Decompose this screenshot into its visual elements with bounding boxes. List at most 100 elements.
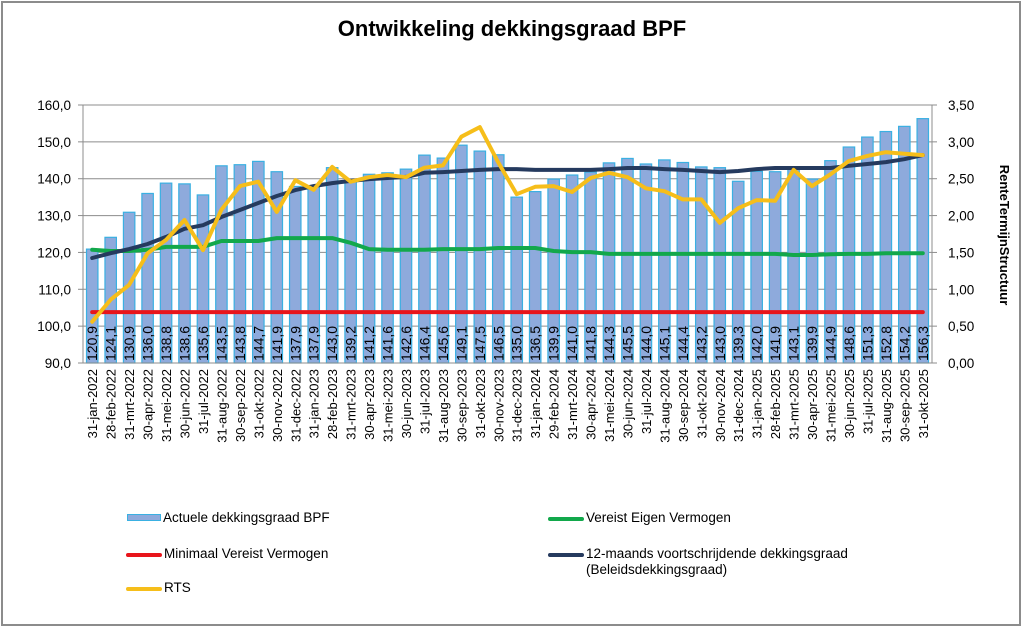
x-tick-label: 31-aug-2025: [879, 369, 894, 443]
x-tick-label: 31-dec-2023: [510, 369, 525, 442]
x-tick-label: 31-jul-2025: [860, 369, 875, 434]
bar-data-label: 145,1: [656, 326, 672, 361]
legend-swatch-line: [548, 517, 584, 521]
bar-data-label: 154,2: [896, 326, 912, 361]
bar-data-label: 136,5: [527, 326, 543, 361]
left-y-tick-label: 130,0: [37, 209, 71, 224]
bar-data-label: 146,5: [490, 326, 506, 361]
bar-data-label: 137,9: [287, 326, 303, 361]
legend-label: RTS: [164, 580, 191, 595]
right-y-tick-label: 1,00: [948, 282, 974, 297]
right-y-tick-labels: 0,00 0,50 1,00 1,50 2,00 2,50 3,00 3,50: [948, 98, 974, 371]
bar-data-label: 149,1: [453, 326, 469, 361]
x-tick-label: 30-jun-2022: [178, 369, 193, 438]
x-tick-label: 31-mrt-2022: [122, 369, 137, 440]
series-line-rts: [90, 125, 925, 324]
left-y-tick-label: 90,0: [45, 356, 71, 371]
bar-data-label: 142,0: [749, 326, 765, 361]
bar-data-label: 135,0: [509, 326, 525, 361]
right-y-tick-label: 3,50: [948, 98, 974, 113]
bar-data-label: 139,3: [730, 326, 746, 361]
right-y-tick-label: 2,00: [948, 209, 974, 224]
x-tick-label: 30-nov-2022: [270, 369, 285, 442]
x-tick-label: 30-apr-2025: [805, 369, 820, 440]
right-y-tick-label: 1,50: [948, 245, 974, 260]
bar-data-label: 144,4: [675, 326, 691, 361]
x-tick-label: 31-mrt-2023: [344, 369, 359, 440]
x-tick-label: 31-mrt-2024: [565, 369, 580, 440]
bar-data-label: 141,2: [361, 326, 377, 361]
x-tick-label: 30-apr-2024: [584, 369, 599, 440]
bar-data-label: 143,0: [324, 326, 340, 361]
bar-series: [85, 118, 930, 364]
x-tick-label: 31-dec-2024: [731, 369, 746, 442]
legend-item-rts: RTS: [126, 580, 191, 595]
bar-data-label: 139,9: [546, 326, 562, 361]
gridlines: [83, 104, 932, 327]
bar-data-label: 130,9: [121, 326, 137, 361]
legend-swatch-bar: [127, 514, 161, 521]
x-tick-label: 31-dec-2022: [288, 369, 303, 442]
x-tick-label: 30-apr-2022: [141, 369, 156, 440]
x-tick-label: 30-sep-2024: [676, 369, 691, 442]
x-tick-label: 28-feb-2025: [768, 369, 783, 439]
x-tick-label: 31-jul-2022: [196, 369, 211, 434]
x-tick-label: 30-jun-2025: [842, 369, 857, 438]
left-y-tick-label: 120,0: [37, 245, 71, 260]
right-y-tick-label: 0,50: [948, 319, 974, 334]
bar-data-label: 124,1: [103, 326, 119, 361]
x-tick-label: 31-jan-2024: [528, 369, 543, 438]
x-tick-label: 30-sep-2022: [233, 369, 248, 442]
bar-data-label: 151,3: [859, 326, 875, 361]
right-y-tick-label: 0,00: [948, 356, 974, 371]
left-y-tick-label: 100,0: [37, 319, 71, 334]
bar-data-label: 148,6: [841, 326, 857, 361]
x-tick-label: 31-okt-2024: [694, 369, 709, 438]
x-tick-label: 31-aug-2024: [657, 369, 672, 443]
right-y-tick-label: 3,00: [948, 135, 974, 150]
x-tick-label: 31-mei-2023: [381, 369, 396, 442]
bar-data-label: 144,9: [822, 326, 838, 361]
right-axis-label: RenteTermijnStructuur: [997, 165, 1012, 306]
x-tick-labels: 31-jan-2022 28-feb-2022 31-mrt-2022 30-apr-…: [85, 369, 931, 443]
legend-swatch-line: [548, 553, 584, 557]
x-tick-label: 28-feb-2022: [104, 369, 119, 439]
bar-data-label: 146,4: [416, 326, 432, 361]
bar-data-label: 152,8: [878, 326, 894, 361]
left-y-tick-labels: 90,0 100,0 110,0 120,0 130,0 140,0 150,0 160,0: [37, 98, 71, 371]
left-y-tick-label: 110,0: [38, 282, 71, 297]
bar-data-label: 145,6: [435, 326, 451, 361]
bar-data-label: 141,9: [269, 326, 285, 361]
bar-data-label: 143,0: [712, 326, 728, 361]
bar-data-label: 138,8: [158, 326, 174, 361]
bar-data-labels: 120,9 124,1 130,9 136,0 138,8 138,6 135,6 143,5…: [84, 326, 931, 361]
bar-data-label: 141,9: [767, 326, 783, 361]
x-tick-label: 31-jan-2022: [85, 369, 100, 438]
bar-data-label: 156,3: [915, 326, 931, 361]
bar-data-label: 120,9: [84, 326, 100, 361]
bar-data-label: 139,2: [343, 326, 359, 361]
bar-data-label: 138,6: [177, 326, 193, 361]
x-tick-label: 30-nov-2023: [491, 369, 506, 442]
x-tick-label: 31-jul-2023: [417, 369, 432, 434]
chart-title: Ontwikkeling dekkingsgraad BPF: [337, 16, 687, 41]
legend-label: Actuele dekkingsgraad BPF: [163, 510, 330, 525]
line-series: [90, 125, 925, 324]
legend-item-vev: Vereist Eigen Vermogen: [548, 510, 731, 525]
x-tick-label: 31-jan-2025: [750, 369, 765, 438]
left-y-tick-label: 150,0: [37, 135, 71, 150]
legend-item-beleidsdekkingsgraad: 12-maands voortschrijdende dekkingsgraad…: [548, 546, 848, 578]
bar-data-label: 143,8: [232, 326, 248, 361]
bar-data-label: 135,6: [195, 326, 211, 361]
x-tick-label: 30-apr-2023: [362, 369, 377, 440]
legend-label: Minimaal Vereist Vermogen: [164, 546, 329, 561]
x-tick-label: 31-mei-2024: [602, 369, 617, 442]
x-tick-label: 31-mrt-2025: [787, 369, 802, 440]
x-tick-label: 31-okt-2025: [916, 369, 931, 438]
legend-swatch-line: [126, 587, 162, 591]
legend-label: Vereist Eigen Vermogen: [586, 510, 731, 525]
bar-data-label: 144,3: [601, 326, 617, 361]
legend-swatch-line: [126, 553, 162, 557]
bar-data-label: 136,0: [140, 326, 156, 361]
